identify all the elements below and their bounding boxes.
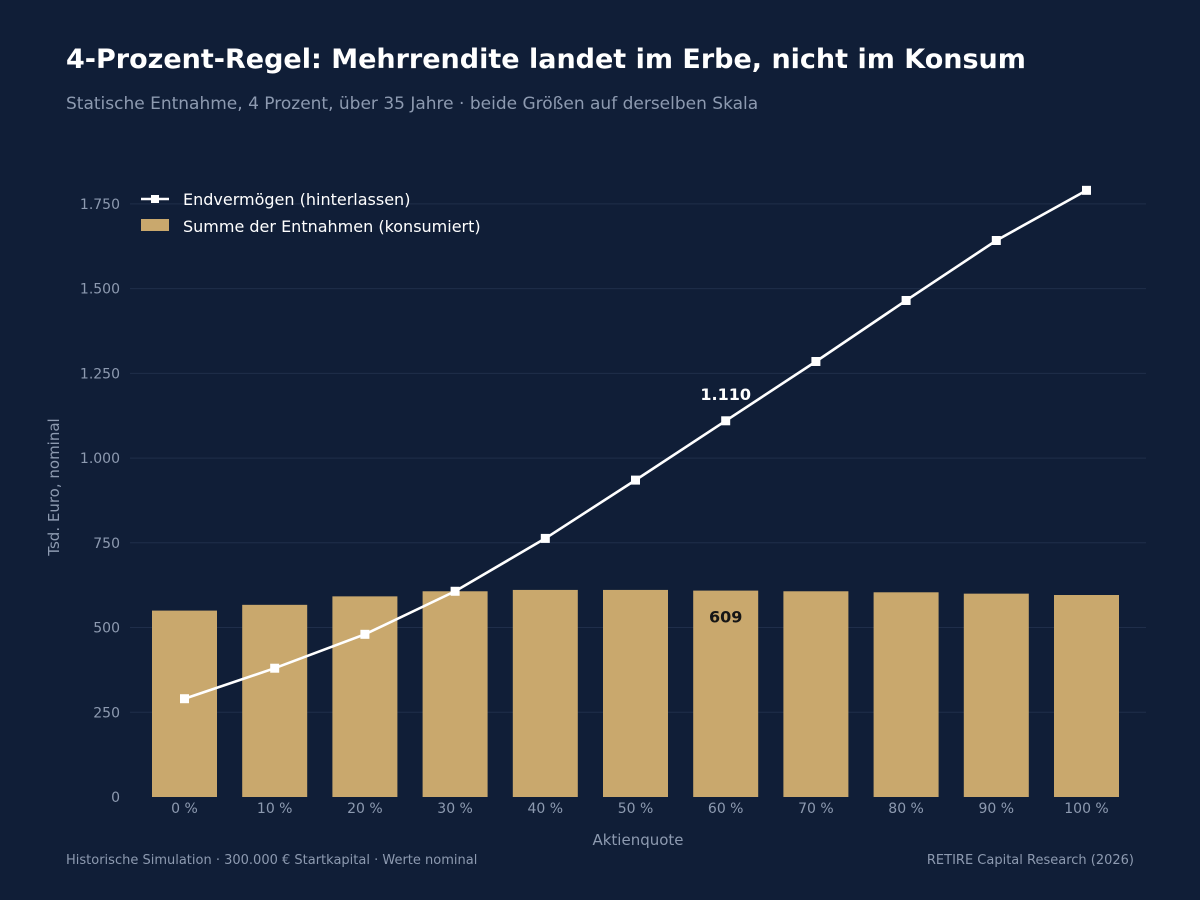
bar-series: [152, 589, 1119, 797]
line-point: [540, 533, 550, 543]
x-tick-label: 80 %: [888, 801, 924, 817]
y-axis-label: Tsd. Euro, nominal: [45, 418, 63, 556]
bar: [152, 610, 217, 797]
x-tick-label: 60 %: [708, 801, 744, 817]
legend-label-line: Endvermögen (hinterlassen): [183, 190, 410, 209]
y-tick-label: 1.000: [80, 451, 120, 467]
x-tick-label: 70 %: [798, 801, 834, 817]
annotations: 1.110 609: [700, 385, 751, 627]
y-tick-label: 1.500: [80, 282, 120, 298]
bar: [332, 596, 398, 797]
footer-source-note: Historische Simulation · 300.000 € Start…: [66, 853, 478, 868]
legend: Endvermögen (hinterlassen) Summe der Ent…: [141, 190, 481, 236]
line-point: [991, 235, 1001, 245]
chart-subtitle: Statische Entnahme, 4 Prozent, über 35 J…: [66, 94, 759, 114]
y-tick-label: 0: [111, 790, 120, 806]
bar: [693, 590, 759, 797]
x-tick-label: 100 %: [1064, 801, 1108, 817]
x-tick-label: 90 %: [979, 801, 1015, 817]
y-tick-label: 250: [93, 705, 120, 721]
legend-line-marker: [151, 195, 159, 203]
y-tick-label: 1.250: [80, 366, 120, 382]
data-label: 1.110: [700, 385, 751, 404]
x-tick-label: 20 %: [347, 801, 383, 817]
x-tick-label: 0 %: [171, 801, 198, 817]
line-point: [450, 586, 460, 596]
bar: [242, 604, 308, 797]
bar: [783, 591, 849, 797]
line-point: [721, 416, 731, 426]
y-tick-label: 1.750: [80, 197, 120, 213]
line-point: [631, 475, 640, 485]
bar: [873, 592, 939, 797]
bar: [603, 589, 668, 797]
x-axis-label: Aktienquote: [592, 831, 683, 849]
bar: [512, 589, 578, 797]
line-point: [180, 694, 189, 704]
line-point: [1082, 185, 1091, 195]
x-tick-label: 10 %: [257, 801, 293, 817]
footer-credit: RETIRE Capital Research (2026): [926, 853, 1134, 868]
x-tick-label: 40 %: [528, 801, 564, 817]
y-tick-label: 750: [93, 536, 120, 552]
line-point: [901, 295, 911, 305]
line-series: [180, 185, 1091, 704]
y-tick-label: 500: [93, 621, 120, 637]
legend-bar-swatch: [141, 219, 169, 231]
bar: [422, 591, 488, 797]
data-label: 609: [709, 608, 742, 627]
x-tick-label: 50 %: [618, 801, 654, 817]
x-tick-label: 30 %: [437, 801, 473, 817]
axis-ticks: 0 250 500 750 1.000 1.250 1.500 1.750 0 % 10 % 20 …: [80, 197, 1109, 817]
line-point: [270, 663, 280, 673]
bar: [1054, 595, 1119, 797]
chart-title: 4-Prozent-Regel: Mehrrendite landet im E…: [66, 44, 1026, 75]
line-point: [811, 356, 821, 366]
line-point: [360, 629, 370, 639]
bar: [963, 593, 1029, 797]
legend-label-bar: Summe der Entnahmen (konsumiert): [183, 217, 481, 236]
